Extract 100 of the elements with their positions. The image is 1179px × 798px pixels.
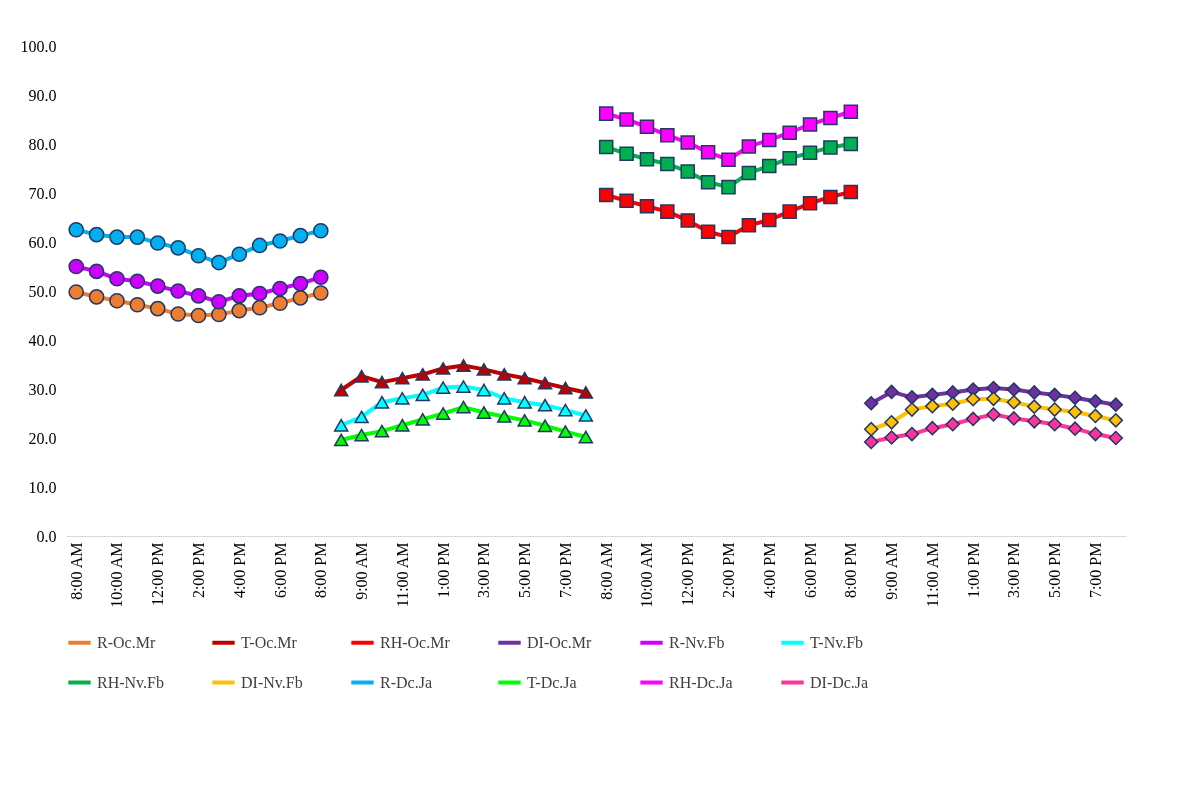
- point: [802, 145, 818, 161]
- y-tick-label: 60.0: [28, 233, 57, 251]
- point: [497, 391, 512, 405]
- x-tick-label: 9:00 AM: [353, 542, 371, 600]
- point: [251, 237, 268, 254]
- point: [415, 367, 430, 381]
- point: [415, 388, 430, 402]
- point: [741, 165, 757, 181]
- point: [170, 306, 186, 322]
- point: [802, 117, 818, 132]
- point: [497, 410, 512, 423]
- point: [333, 433, 349, 447]
- point: [374, 424, 390, 438]
- point: [945, 417, 960, 432]
- point: [1067, 421, 1083, 436]
- point: [619, 146, 634, 162]
- point: [374, 375, 390, 389]
- point: [149, 300, 166, 317]
- point: [476, 406, 492, 419]
- point: [639, 151, 655, 167]
- point: [435, 362, 451, 375]
- legend-label: DI-Dc.Ja: [810, 673, 869, 691]
- point: [68, 284, 85, 300]
- point: [802, 196, 818, 211]
- x-tick-label: 2:00 PM: [190, 542, 207, 599]
- point: [660, 204, 675, 219]
- x-tick-label: 8:00 PM: [842, 542, 860, 599]
- point: [986, 407, 1001, 422]
- point: [558, 381, 573, 395]
- point: [1006, 382, 1022, 397]
- x-tick-label: 8:00 PM: [312, 542, 330, 599]
- x-tick-label: 5:00 PM: [516, 542, 534, 599]
- point: [925, 420, 940, 436]
- x-tick-label: 12:00 PM: [149, 542, 167, 607]
- x-tick-label: 11:00 AM: [393, 542, 411, 608]
- point: [680, 135, 695, 150]
- point: [945, 385, 960, 400]
- point: [578, 386, 594, 399]
- point: [904, 390, 920, 405]
- point: [88, 226, 105, 243]
- point: [823, 140, 838, 155]
- y-tick-label: 90.0: [28, 86, 57, 104]
- point: [680, 213, 695, 228]
- point: [660, 127, 675, 143]
- legend-label: RH-Dc.Ja: [669, 673, 733, 691]
- x-tick-label: 8:00 AM: [597, 542, 615, 600]
- legend-label: R-Oc.Mr: [97, 633, 156, 651]
- point: [1047, 387, 1062, 403]
- legend-label: T-Oc.Mr: [241, 633, 298, 651]
- point: [435, 407, 451, 420]
- point: [1108, 413, 1124, 428]
- point: [517, 371, 532, 385]
- point: [333, 383, 349, 397]
- point: [211, 293, 227, 310]
- x-tick-label: 7:00 PM: [556, 542, 574, 599]
- point: [149, 235, 166, 251]
- point: [823, 110, 838, 126]
- point: [456, 380, 471, 393]
- x-tick-label: 3:00 PM: [475, 542, 493, 599]
- x-tick-label: 8:00 AM: [67, 542, 85, 600]
- point: [1027, 414, 1042, 429]
- point: [578, 430, 594, 444]
- point: [1006, 411, 1022, 426]
- point: [1027, 399, 1042, 414]
- point: [700, 224, 716, 239]
- x-tick-label: 3:00 PM: [1005, 542, 1023, 599]
- legend-label: R-Nv.Fb: [669, 633, 725, 651]
- point: [354, 410, 369, 424]
- point: [537, 376, 553, 390]
- legend-label: DI-Oc.Mr: [527, 633, 593, 651]
- point: [211, 306, 227, 323]
- point: [721, 179, 736, 195]
- point: [598, 106, 614, 121]
- point: [843, 184, 859, 200]
- point: [312, 269, 329, 286]
- point: [700, 145, 716, 160]
- point: [190, 307, 207, 324]
- point: [537, 419, 553, 433]
- point: [456, 400, 471, 414]
- x-tick-label: 2:00 PM: [720, 542, 737, 599]
- point: [1067, 404, 1083, 420]
- point: [619, 112, 634, 127]
- point: [456, 359, 471, 372]
- point: [354, 428, 369, 442]
- point: [476, 363, 492, 376]
- y-tick-label: 100.0: [20, 37, 57, 55]
- point: [782, 150, 797, 166]
- point: [741, 139, 757, 154]
- point: [762, 212, 777, 228]
- legend-label: T-Nv.Fb: [810, 633, 864, 651]
- legend-label: RH-Oc.Mr: [380, 633, 451, 651]
- point: [292, 227, 309, 244]
- point: [904, 402, 920, 417]
- point: [149, 278, 166, 294]
- y-tick-label: 10.0: [28, 478, 57, 496]
- point: [395, 371, 410, 385]
- point: [109, 292, 125, 309]
- point: [843, 136, 859, 152]
- point: [578, 409, 594, 422]
- point: [782, 204, 797, 219]
